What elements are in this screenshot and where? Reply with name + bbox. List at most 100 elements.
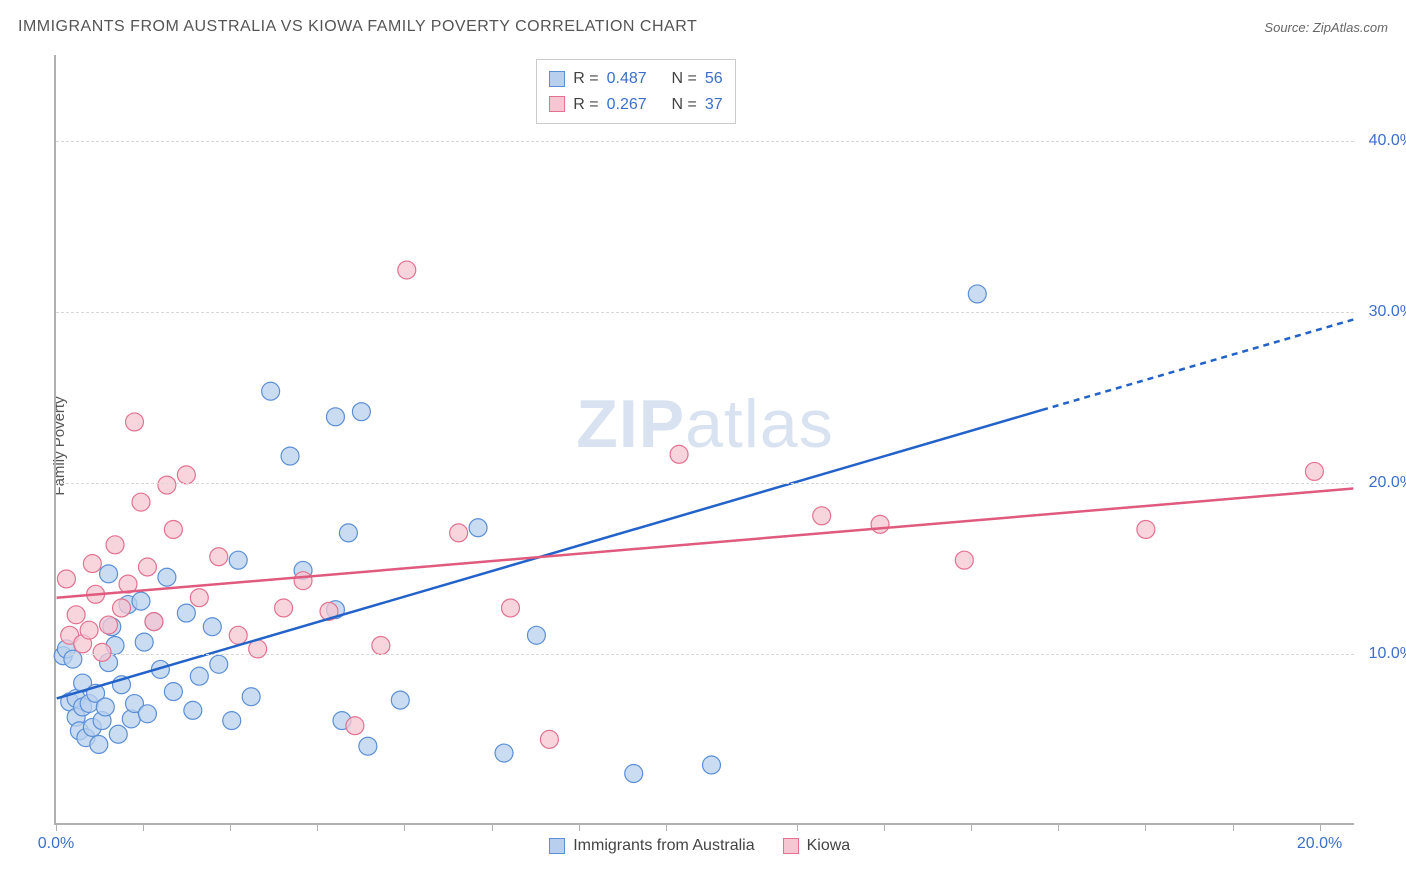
y-tick-label: 30.0% [1369, 303, 1406, 321]
x-tick [1145, 823, 1146, 831]
x-tick [404, 823, 405, 831]
data-point [190, 589, 208, 607]
data-point [469, 519, 487, 537]
plot-area: ZIPatlas R = 0.487 N = 56 R = 0.267 N = … [54, 55, 1354, 825]
data-point [177, 604, 195, 622]
x-tick [492, 823, 493, 831]
data-point [955, 551, 973, 569]
x-tick [143, 823, 144, 831]
data-point [871, 515, 889, 533]
data-point [100, 565, 118, 583]
data-point [164, 683, 182, 701]
data-point [703, 756, 721, 774]
x-tick-label: 20.0% [1297, 835, 1342, 853]
data-point [223, 712, 241, 730]
y-tick-label: 20.0% [1369, 474, 1406, 492]
data-point [93, 643, 111, 661]
data-point [135, 633, 153, 651]
source-value: ZipAtlas.com [1313, 20, 1388, 35]
legend-label-series1: Immigrants from Australia [573, 837, 754, 855]
source-label: Source: [1264, 20, 1309, 35]
data-point [502, 599, 520, 617]
data-point [138, 705, 156, 723]
data-point [83, 555, 101, 573]
data-point [96, 698, 114, 716]
legend-item-series1: Immigrants from Australia [549, 837, 754, 855]
data-point [80, 621, 98, 639]
data-point [294, 572, 312, 590]
data-point [346, 717, 364, 735]
data-point [968, 285, 986, 303]
data-point [113, 599, 131, 617]
data-point [540, 730, 558, 748]
x-tick [884, 823, 885, 831]
y-tick-label: 40.0% [1369, 132, 1406, 150]
regression-line [57, 410, 1042, 698]
data-point [177, 466, 195, 484]
x-tick [579, 823, 580, 831]
x-tick [317, 823, 318, 831]
data-point [326, 408, 344, 426]
data-point [164, 520, 182, 538]
data-point [275, 599, 293, 617]
data-point [184, 701, 202, 719]
data-point [281, 447, 299, 465]
data-point [670, 445, 688, 463]
data-point [1137, 520, 1155, 538]
data-point [359, 737, 377, 755]
data-point [352, 403, 370, 421]
x-tick [797, 823, 798, 831]
x-tick [230, 823, 231, 831]
swatch-series2-icon [549, 96, 565, 112]
data-point [109, 725, 127, 743]
data-point [495, 744, 513, 762]
data-point [229, 551, 247, 569]
x-tick [1058, 823, 1059, 831]
gridline [56, 483, 1354, 484]
n-value-series1: 56 [705, 66, 723, 92]
gridline [56, 312, 1354, 313]
data-point [132, 592, 150, 610]
x-tick [56, 823, 57, 831]
data-point [527, 626, 545, 644]
data-point [203, 618, 221, 636]
data-point [210, 548, 228, 566]
chart-header: IMMIGRANTS FROM AUSTRALIA VS KIOWA FAMIL… [18, 18, 1388, 36]
data-point [1305, 462, 1323, 480]
r-label: R = [573, 66, 598, 92]
swatch-series1-icon [549, 71, 565, 87]
gridline [56, 654, 1354, 655]
regression-line-extrapolated [1042, 320, 1353, 410]
r-label: R = [573, 92, 598, 118]
x-tick [1320, 823, 1321, 831]
swatch-series1-icon [549, 838, 565, 854]
data-point [450, 524, 468, 542]
data-point [190, 667, 208, 685]
x-tick [666, 823, 667, 831]
swatch-series2-icon [783, 838, 799, 854]
gridline [56, 141, 1354, 142]
data-point [339, 524, 357, 542]
data-point [398, 261, 416, 279]
source-attribution: Source: ZipAtlas.com [1264, 20, 1388, 35]
data-point [813, 507, 831, 525]
legend-item-series2: Kiowa [783, 837, 851, 855]
data-point [625, 765, 643, 783]
legend-row-series2: R = 0.267 N = 37 [549, 92, 722, 118]
data-point [100, 616, 118, 634]
data-point [64, 650, 82, 668]
x-tick [971, 823, 972, 831]
x-tick-label: 0.0% [38, 835, 74, 853]
data-point [90, 736, 108, 754]
legend-row-series1: R = 0.487 N = 56 [549, 66, 722, 92]
data-point [132, 493, 150, 511]
data-point [57, 570, 75, 588]
data-point [391, 691, 409, 709]
data-point [262, 382, 280, 400]
data-point [242, 688, 260, 706]
r-value-series2: 0.267 [607, 92, 647, 118]
correlation-legend: R = 0.487 N = 56 R = 0.267 N = 37 [536, 59, 735, 124]
n-label: N = [672, 92, 697, 118]
data-point [67, 606, 85, 624]
data-point [158, 476, 176, 494]
